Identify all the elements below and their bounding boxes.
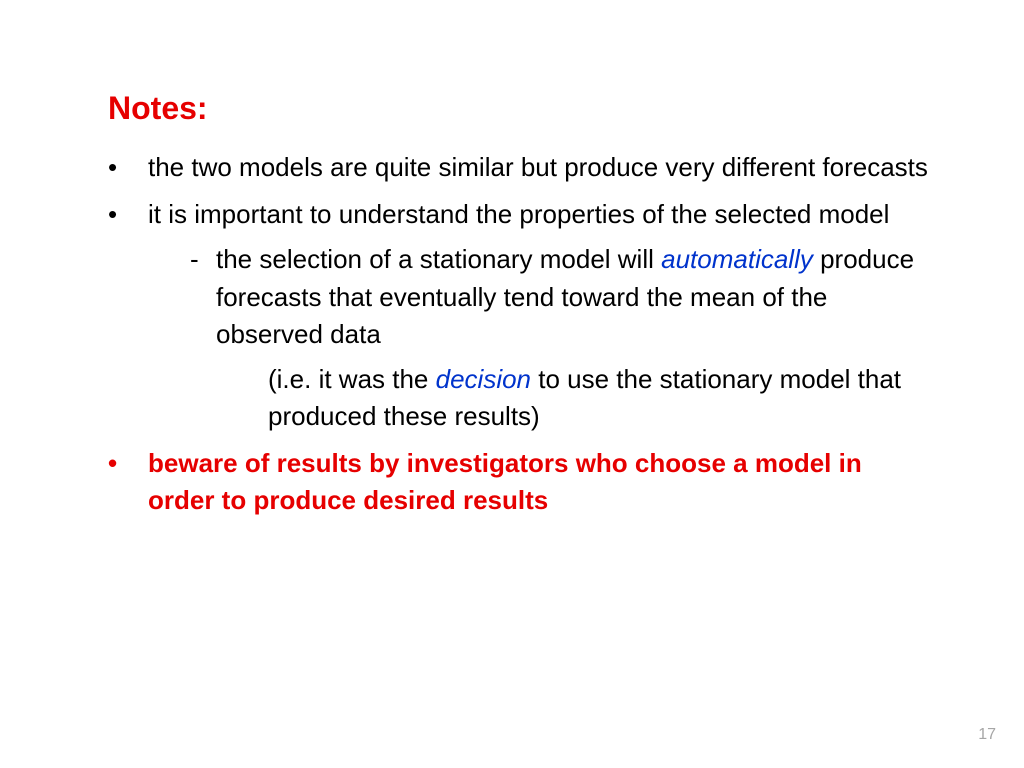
slide-title: Notes: [108, 90, 934, 127]
bullet-item-warning: • beware of results by investigators who… [108, 445, 934, 519]
bullet-item: • it is important to understand the prop… [108, 196, 934, 435]
bullet-text: it is important to understand the proper… [148, 199, 889, 229]
bullet-mark: • [108, 149, 148, 186]
bullet-content: it is important to understand the proper… [148, 196, 934, 435]
bullet-mark: • [108, 445, 148, 519]
bullet-text: beware of results by investigators who c… [148, 445, 934, 519]
sub-bullet-text: the selection of a stationary model will… [210, 241, 934, 353]
sub-bullet: - the selection of a stationary model wi… [190, 241, 934, 353]
sub-bullet-dash: - [190, 241, 210, 353]
emphasis-text: automatically [661, 244, 813, 274]
bullet-text: the two models are quite similar but pro… [148, 149, 934, 186]
sub-sub-bullet: (i.e. it was the decision to use the sta… [268, 361, 934, 435]
page-number: 17 [978, 726, 996, 744]
slide: Notes: • the two models are quite simila… [0, 0, 1024, 768]
bullet-item: • the two models are quite similar but p… [108, 149, 934, 186]
text-fragment: (i.e. it was the [268, 364, 436, 394]
text-fragment: the selection of a stationary model will [216, 244, 661, 274]
bullet-mark: • [108, 196, 148, 435]
emphasis-text: decision [436, 364, 539, 394]
